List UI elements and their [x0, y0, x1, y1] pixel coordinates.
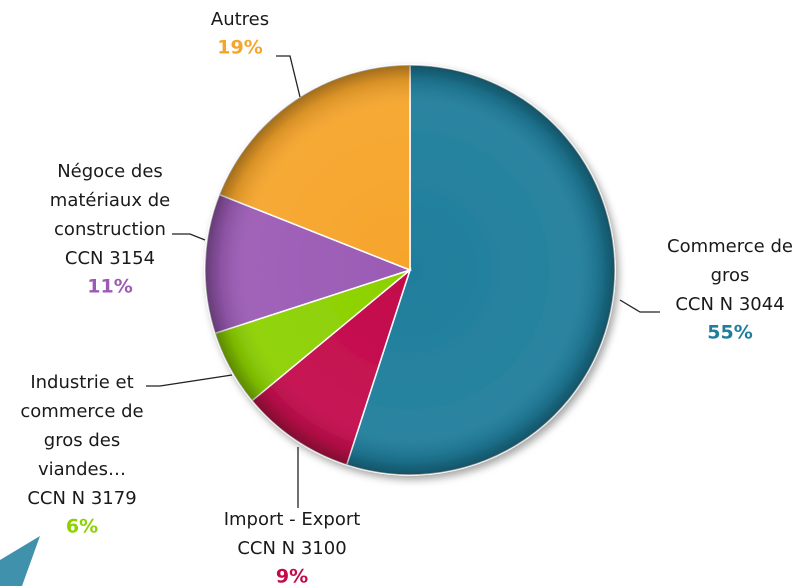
leader-line: [146, 374, 233, 387]
value-label: 11%: [87, 276, 132, 298]
label-line: Industrie et: [30, 372, 133, 393]
label-line: commerce de: [20, 401, 143, 422]
label-line: Autres: [211, 9, 269, 30]
pie: [204, 64, 616, 476]
value-label: 6%: [66, 516, 98, 538]
value-label: 19%: [217, 37, 262, 59]
label-line: CCN N 3100: [237, 538, 346, 559]
label-line: Commerce de: [667, 236, 793, 257]
leader-line: [619, 299, 660, 313]
slice-label: Autres: [211, 9, 269, 30]
value-label: 9%: [276, 566, 308, 586]
label-line: CCN N 3044: [675, 294, 784, 315]
label-line: Négoce des: [57, 161, 163, 182]
label-line: CCN 3154: [65, 248, 155, 269]
label-line: gros: [711, 265, 750, 286]
label-line: gros des: [44, 430, 120, 451]
slice-label: Industrie et commerce de gros des viandes… C…: [20, 372, 143, 509]
label-line: construction: [54, 219, 166, 240]
slice-label: Import - Export CCN N 3100: [224, 509, 361, 559]
slice-label: Négoce des matériaux de construction CCN 31…: [50, 161, 170, 269]
leader-line: [172, 233, 206, 241]
leader-line: [276, 55, 301, 98]
label-line: viandes…: [38, 459, 126, 480]
pie-shading: [205, 65, 615, 475]
corner-decoration: [0, 536, 40, 586]
slice-label: Commerce de gros CCN N 3044: [667, 236, 793, 315]
value-label: 55%: [707, 322, 752, 344]
label-line: Import - Export: [224, 509, 361, 530]
label-line: matériaux de: [50, 190, 170, 211]
label-line: CCN N 3179: [27, 488, 136, 509]
